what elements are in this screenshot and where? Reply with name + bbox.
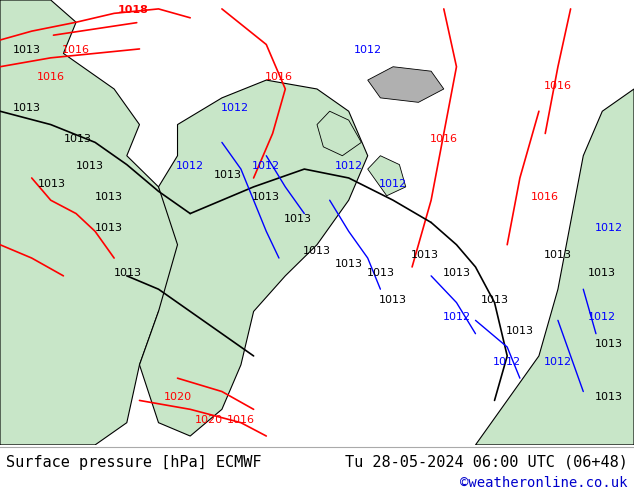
Text: 1012: 1012: [354, 46, 382, 55]
Text: 1013: 1013: [335, 259, 363, 269]
Text: 1016: 1016: [37, 72, 65, 82]
Text: 1020: 1020: [164, 392, 191, 402]
Text: 1013: 1013: [506, 326, 534, 336]
Text: 1012: 1012: [176, 161, 204, 171]
Text: 1013: 1013: [443, 268, 470, 278]
Text: 1012: 1012: [595, 223, 623, 233]
Text: 1013: 1013: [114, 268, 142, 278]
Polygon shape: [139, 80, 368, 436]
Text: 1013: 1013: [588, 268, 616, 278]
Polygon shape: [317, 111, 361, 156]
Text: 1013: 1013: [13, 46, 41, 55]
Text: 1013: 1013: [76, 161, 104, 171]
Text: 1016: 1016: [544, 81, 572, 91]
Text: 1013: 1013: [95, 223, 123, 233]
Text: 1016: 1016: [531, 192, 559, 202]
Text: 1013: 1013: [595, 339, 623, 349]
Text: 1016: 1016: [227, 415, 255, 425]
Text: 1013: 1013: [595, 392, 623, 402]
Text: 1016: 1016: [62, 46, 90, 55]
Text: 1012: 1012: [544, 357, 572, 367]
Text: 1016: 1016: [265, 72, 293, 82]
Polygon shape: [368, 156, 406, 196]
Text: 1013: 1013: [284, 215, 312, 224]
Text: 1013: 1013: [366, 268, 394, 278]
Text: 1013: 1013: [411, 250, 439, 260]
Text: 1013: 1013: [63, 134, 91, 145]
Polygon shape: [368, 67, 444, 102]
Text: 1012: 1012: [335, 161, 363, 171]
Text: 1013: 1013: [544, 250, 572, 260]
Text: 1012: 1012: [443, 312, 470, 322]
Polygon shape: [0, 0, 190, 445]
Text: 1013: 1013: [13, 103, 41, 113]
Text: 1016: 1016: [430, 134, 458, 145]
Text: 1013: 1013: [38, 179, 66, 189]
Text: 1013: 1013: [95, 192, 123, 202]
Text: 1018: 1018: [118, 5, 148, 15]
Text: Surface pressure [hPa] ECMWF: Surface pressure [hPa] ECMWF: [6, 455, 262, 469]
Text: 1020: 1020: [195, 415, 223, 425]
Text: 1013: 1013: [214, 170, 242, 180]
Text: 1012: 1012: [221, 103, 249, 113]
Text: ©weatheronline.co.uk: ©weatheronline.co.uk: [460, 476, 628, 490]
Text: Tu 28-05-2024 06:00 UTC (06+48): Tu 28-05-2024 06:00 UTC (06+48): [345, 455, 628, 469]
Text: 1012: 1012: [493, 357, 521, 367]
Text: 1012: 1012: [379, 179, 407, 189]
Text: 1013: 1013: [481, 294, 508, 305]
Text: 1012: 1012: [252, 161, 280, 171]
Text: 1012: 1012: [588, 312, 616, 322]
Text: 1013: 1013: [303, 245, 331, 256]
Polygon shape: [476, 89, 634, 445]
Text: 1013: 1013: [252, 192, 280, 202]
Text: 1013: 1013: [379, 294, 407, 305]
